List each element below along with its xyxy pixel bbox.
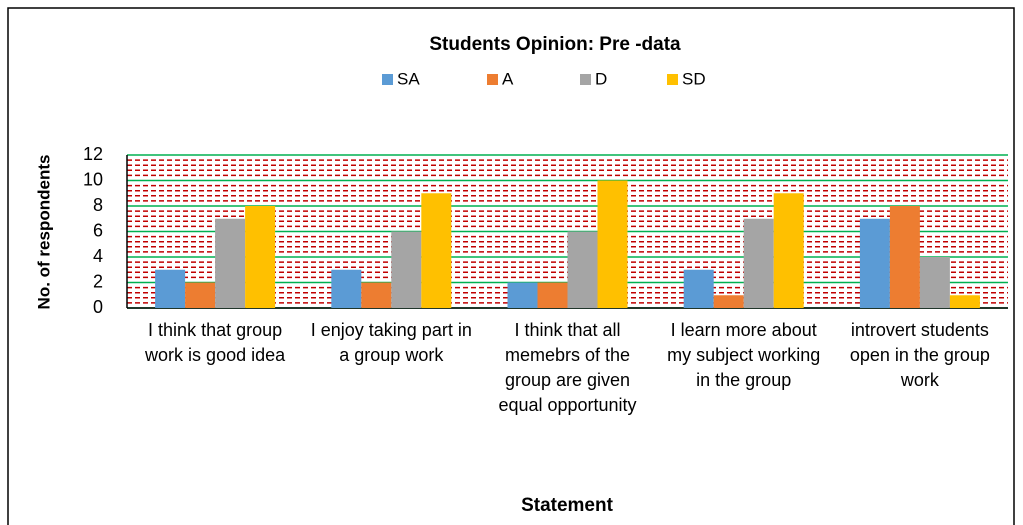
legend-label: A [502, 69, 514, 88]
bar [215, 218, 246, 308]
bar [361, 282, 392, 308]
bar [949, 295, 980, 308]
y-tick-label: 0 [93, 297, 103, 317]
legend-label: SD [682, 69, 706, 88]
y-axis-label: No. of respondents [34, 155, 53, 310]
bar [421, 193, 452, 308]
y-tick-label: 8 [93, 195, 103, 215]
bar [537, 282, 568, 308]
bar [567, 231, 598, 308]
legend-swatch [580, 74, 591, 85]
legend-label: SA [397, 69, 420, 88]
bar [597, 180, 628, 308]
y-tick-label: 6 [93, 220, 103, 240]
bar [155, 269, 186, 308]
x-tick-label: introvert students open in the group wor… [849, 320, 990, 390]
bar [245, 206, 276, 308]
bar [743, 218, 774, 308]
legend-label: D [595, 69, 607, 88]
x-tick-label: I think that group work is good idea [145, 320, 286, 365]
bar [919, 257, 950, 308]
bar [391, 231, 422, 308]
chart-title: Students Opinion: Pre -data [429, 34, 681, 55]
legend-swatch [382, 74, 393, 85]
bar [185, 282, 216, 308]
bar [859, 218, 890, 308]
y-tick-label: 2 [93, 271, 103, 291]
bar [683, 269, 714, 308]
x-axis-label: Statement [521, 495, 614, 516]
bar [713, 295, 744, 308]
bar [889, 206, 920, 308]
x-tick-label: I enjoy taking part in a group work [310, 320, 472, 365]
x-tick-label: I think that all memebrs of the group ar… [498, 320, 637, 415]
y-tick-label: 10 [83, 169, 103, 189]
legend-swatch [487, 74, 498, 85]
y-tick-label: 4 [93, 246, 103, 266]
bar [773, 193, 804, 308]
chart-border [7, 7, 1015, 525]
bar [507, 282, 538, 308]
x-tick-label: I learn more about my subject working in… [667, 320, 821, 390]
y-tick-label: 12 [83, 144, 103, 164]
legend-swatch [667, 74, 678, 85]
bar [331, 269, 362, 308]
